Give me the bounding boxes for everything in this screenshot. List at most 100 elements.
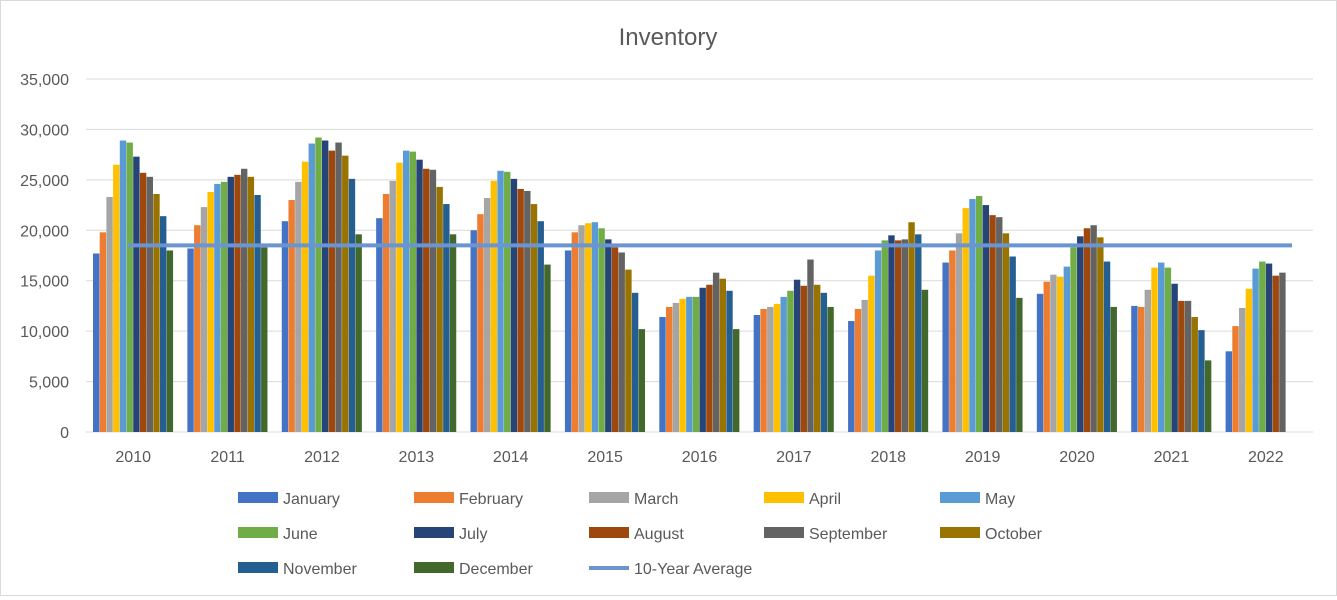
- bar-october-2018: [908, 222, 915, 432]
- bar-april-2022: [1245, 288, 1253, 432]
- bar-june-2011: [220, 181, 228, 432]
- bar-september-2015: [618, 252, 625, 432]
- legend-label: December: [459, 561, 533, 578]
- bar-december-2012: [355, 234, 362, 432]
- legend-swatch: [414, 492, 454, 503]
- bar-april-2014: [490, 180, 498, 432]
- bar-april-2016: [679, 298, 686, 432]
- bar-october-2021: [1191, 317, 1198, 432]
- bar-december-2014: [544, 264, 551, 432]
- y-axis-ticks: 0 5,000 10,000 15,000 20,000 25,000 30,000 35,0…: [20, 72, 69, 442]
- bar-august-2010: [139, 172, 147, 432]
- bar-march-2013: [389, 180, 396, 432]
- x-tick-label: 2010: [115, 449, 151, 466]
- bar-april-2012: [301, 161, 309, 432]
- bar-february-2013: [382, 193, 390, 432]
- bar-may-2019: [969, 199, 976, 432]
- bar-november-2021: [1198, 330, 1205, 432]
- bar-may-2018: [874, 250, 882, 432]
- bar-september-2021: [1184, 300, 1192, 432]
- bar-december-2011: [261, 247, 268, 432]
- bar-august-2014: [517, 188, 524, 432]
- bar-may-2013: [402, 150, 410, 432]
- bar-september-2020: [1090, 225, 1097, 432]
- bar-may-2022: [1252, 268, 1259, 432]
- bar-august-2012: [328, 150, 336, 432]
- bar-july-2022: [1265, 263, 1273, 432]
- legend-swatch: [940, 492, 980, 503]
- bar-august-2018: [894, 240, 902, 432]
- bar-october-2016: [719, 278, 726, 432]
- bar-july-2015: [605, 239, 612, 432]
- bar-january-2017: [753, 315, 761, 432]
- bars: [92, 137, 1286, 433]
- legend-label: January: [283, 491, 340, 508]
- legend-swatch: [589, 527, 629, 538]
- bar-august-2019: [989, 215, 996, 432]
- bar-may-2016: [686, 296, 693, 432]
- bar-november-2018: [915, 234, 922, 432]
- bar-july-2010: [133, 156, 140, 432]
- x-tick-label: 2019: [965, 449, 1001, 466]
- y-tick-label: 25,000: [20, 173, 69, 190]
- y-tick-label: 35,000: [20, 72, 69, 89]
- legend-swatch: [764, 527, 804, 538]
- bar-june-2022: [1259, 261, 1266, 432]
- bar-april-2013: [396, 162, 403, 432]
- bar-february-2016: [666, 306, 673, 432]
- legend-label: 10-Year Average: [634, 561, 752, 578]
- bar-august-2017: [800, 285, 807, 432]
- bar-august-2021: [1178, 300, 1185, 432]
- bar-march-2022: [1239, 307, 1246, 432]
- y-tick-label: 5,000: [29, 375, 69, 392]
- legend-label: October: [985, 526, 1043, 543]
- legend-swatch: [238, 562, 278, 573]
- bar-july-2013: [416, 159, 423, 432]
- bar-november-2016: [726, 290, 733, 432]
- x-tick-label: 2016: [682, 449, 718, 466]
- bar-january-2011: [187, 248, 194, 432]
- bar-december-2013: [449, 234, 457, 432]
- x-tick-label: 2020: [1059, 449, 1095, 466]
- bar-july-2012: [321, 140, 329, 432]
- y-tick-label: 30,000: [20, 122, 69, 139]
- x-tick-label: 2018: [870, 449, 906, 466]
- x-tick-label: 2017: [776, 449, 812, 466]
- bar-april-2015: [585, 223, 592, 432]
- x-tick-label: 2022: [1248, 449, 1284, 466]
- bar-october-2019: [1002, 233, 1010, 432]
- bar-november-2014: [537, 221, 544, 432]
- bar-august-2011: [234, 174, 241, 433]
- bar-january-2021: [1131, 305, 1138, 432]
- bar-january-2022: [1225, 351, 1233, 432]
- legend-swatch: [589, 492, 629, 503]
- y-tick-label: 10,000: [20, 324, 69, 341]
- bar-march-2019: [955, 233, 963, 432]
- bar-october-2010: [153, 193, 160, 432]
- bar-september-2022: [1279, 272, 1286, 432]
- bar-november-2012: [348, 178, 356, 432]
- bar-october-2020: [1097, 237, 1104, 432]
- x-tick-label: 2014: [493, 449, 529, 466]
- bar-april-2010: [113, 164, 120, 432]
- bar-october-2013: [436, 186, 443, 432]
- bar-april-2020: [1056, 276, 1064, 432]
- bar-november-2020: [1103, 261, 1111, 432]
- bar-july-2018: [888, 235, 895, 432]
- bar-august-2015: [611, 247, 619, 432]
- x-tick-label: 2021: [1154, 449, 1190, 466]
- bar-april-2021: [1151, 267, 1158, 432]
- bar-december-2017: [827, 306, 834, 432]
- bar-september-2012: [335, 142, 342, 433]
- bar-march-2020: [1050, 274, 1057, 432]
- bar-june-2012: [315, 137, 322, 433]
- bar-february-2010: [99, 232, 107, 432]
- legend-label: July: [459, 526, 487, 543]
- legend-label: April: [809, 491, 841, 508]
- x-tick-label: 2013: [399, 449, 435, 466]
- bar-september-2013: [429, 169, 437, 432]
- bar-september-2017: [807, 259, 814, 432]
- bar-december-2015: [638, 329, 646, 432]
- bar-january-2012: [281, 221, 289, 432]
- bar-november-2011: [254, 194, 261, 432]
